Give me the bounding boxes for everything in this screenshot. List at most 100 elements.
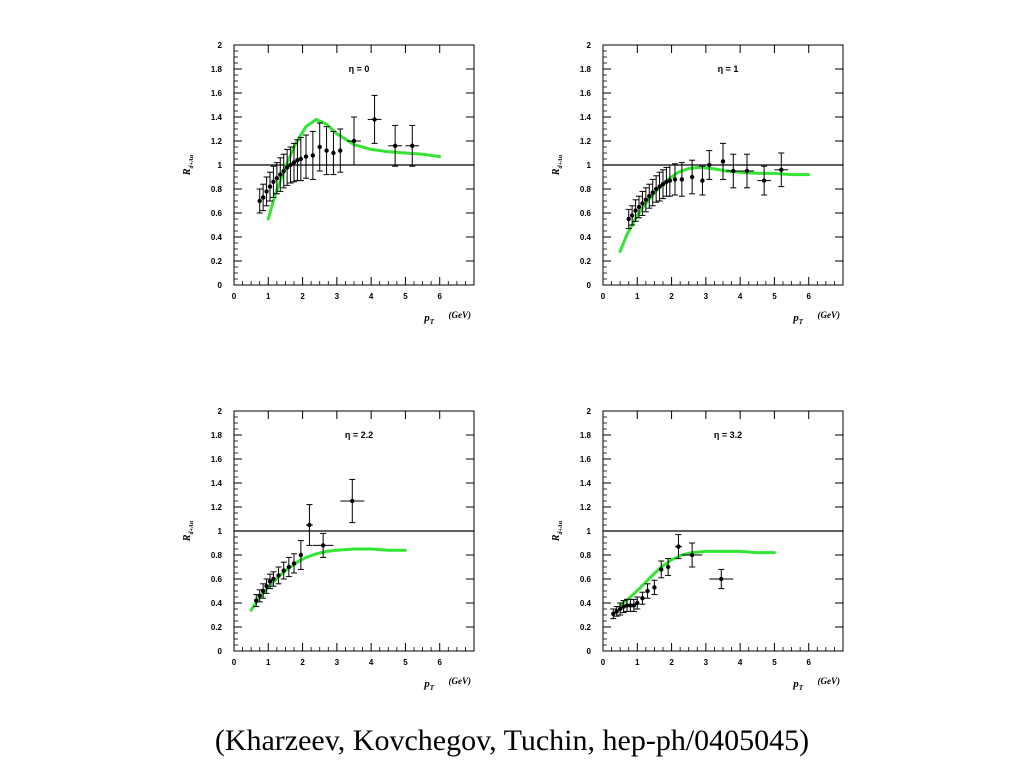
y-tick-label: 1: [587, 527, 592, 536]
data-point: [699, 165, 706, 196]
data-point: [651, 579, 658, 596]
x-tick-label: 0: [601, 658, 606, 667]
data-point: [285, 556, 292, 578]
data-marker: [307, 522, 312, 528]
x-tick-label: 6: [806, 658, 811, 667]
data-point: [267, 171, 273, 202]
data-marker: [633, 208, 638, 213]
y-tick-label: 0.4: [211, 233, 223, 242]
data-point: [675, 534, 682, 560]
data-point: [260, 583, 267, 599]
y-tick-label: 0.6: [211, 575, 223, 584]
data-marker: [271, 179, 276, 184]
data-point: [613, 606, 620, 617]
data-marker: [689, 552, 695, 558]
data-point: [620, 600, 627, 614]
x-tick-label: 5: [403, 292, 408, 301]
data-marker: [284, 165, 290, 170]
y-tick-label: 0.2: [211, 257, 223, 266]
y-axis-label-main: R: [551, 168, 562, 176]
x-tick-label: 4: [369, 292, 374, 301]
data-marker: [652, 585, 657, 590]
data-point: [277, 157, 284, 192]
y-tick-label: 1.4: [580, 479, 592, 488]
data-marker: [761, 178, 767, 183]
data-point: [665, 558, 672, 576]
data-marker: [281, 168, 286, 174]
data-point: [270, 571, 277, 587]
data-point: [297, 136, 304, 182]
x-tick-label: 4: [738, 658, 743, 667]
y-tick-label: 0.2: [211, 623, 223, 632]
x-axis-label: pT: [792, 678, 804, 692]
data-marker: [614, 609, 619, 614]
y-tick-label: 0.4: [211, 599, 223, 608]
data-marker: [657, 184, 662, 189]
y-tick-label: 0: [587, 647, 592, 656]
data-point: [649, 178, 656, 207]
data-point: [646, 183, 653, 209]
data-marker: [281, 568, 286, 573]
y-tick-label: 1.6: [211, 455, 223, 464]
data-point: [658, 560, 665, 579]
x-tick-label: 3: [335, 658, 340, 667]
data-point: [636, 195, 642, 219]
data-point: [689, 159, 696, 195]
data-marker: [665, 564, 671, 570]
panel-title: η = 0: [349, 64, 370, 74]
x-tick-label: 4: [369, 658, 374, 667]
data-point: [774, 152, 789, 188]
data-point: [270, 165, 277, 198]
data-marker: [257, 198, 262, 204]
data-point: [388, 124, 402, 167]
data-point: [280, 153, 287, 189]
data-marker: [636, 204, 642, 210]
data-marker: [298, 156, 304, 162]
y-tick-label: 1.4: [211, 479, 223, 488]
data-marker: [611, 611, 616, 616]
panel-title: η = 2.2: [345, 430, 373, 440]
data-point: [323, 126, 330, 176]
x-tick-label: 4: [738, 292, 743, 301]
y-tick-label: 1: [218, 527, 223, 536]
x-tick-label: 2: [300, 658, 305, 667]
y-axis-label-sub: d+Au: [558, 154, 564, 168]
data-point: [312, 532, 334, 558]
x-axis-label: pT: [423, 312, 435, 326]
data-marker: [626, 216, 631, 222]
data-marker: [647, 194, 652, 199]
data-marker: [640, 596, 645, 601]
data-point: [639, 591, 646, 605]
data-point: [681, 542, 703, 568]
data-marker: [274, 176, 280, 181]
y-axis-label: Rd+Au: [551, 154, 564, 176]
panel-title: η = 1: [718, 64, 739, 74]
y-axis-label-main: R: [182, 534, 193, 542]
data-marker: [720, 159, 726, 164]
data-point: [653, 175, 660, 203]
data-point: [291, 142, 297, 183]
data-point: [347, 116, 361, 166]
data-marker: [303, 154, 309, 159]
data-point: [642, 187, 649, 213]
x-tick-label: 6: [437, 292, 442, 301]
x-axis-label-main: p: [792, 312, 799, 324]
data-marker: [719, 576, 724, 582]
data-point: [660, 169, 666, 200]
y-tick-label: 2: [218, 41, 223, 50]
data-point: [280, 561, 287, 580]
data-point: [672, 163, 678, 196]
data-marker: [288, 162, 293, 168]
data-marker: [645, 588, 650, 594]
y-tick-label: 0: [218, 281, 223, 290]
data-marker: [264, 189, 269, 194]
x-tick-label: 0: [232, 292, 237, 301]
x-tick-label: 3: [335, 292, 340, 301]
chart-panel-3: 0 0.2 0.4 0.6 0.8 1 1.2 1.4 1.6 1.8 2 0 1 2 3 4 5 6 η = 2.…: [182, 407, 475, 692]
x-axis-label-sub: T: [799, 684, 804, 692]
y-tick-label: 1: [587, 161, 592, 170]
x-axis-label-sub: T: [799, 318, 804, 326]
x-tick-label: 0: [232, 658, 237, 667]
data-point: [678, 162, 685, 197]
